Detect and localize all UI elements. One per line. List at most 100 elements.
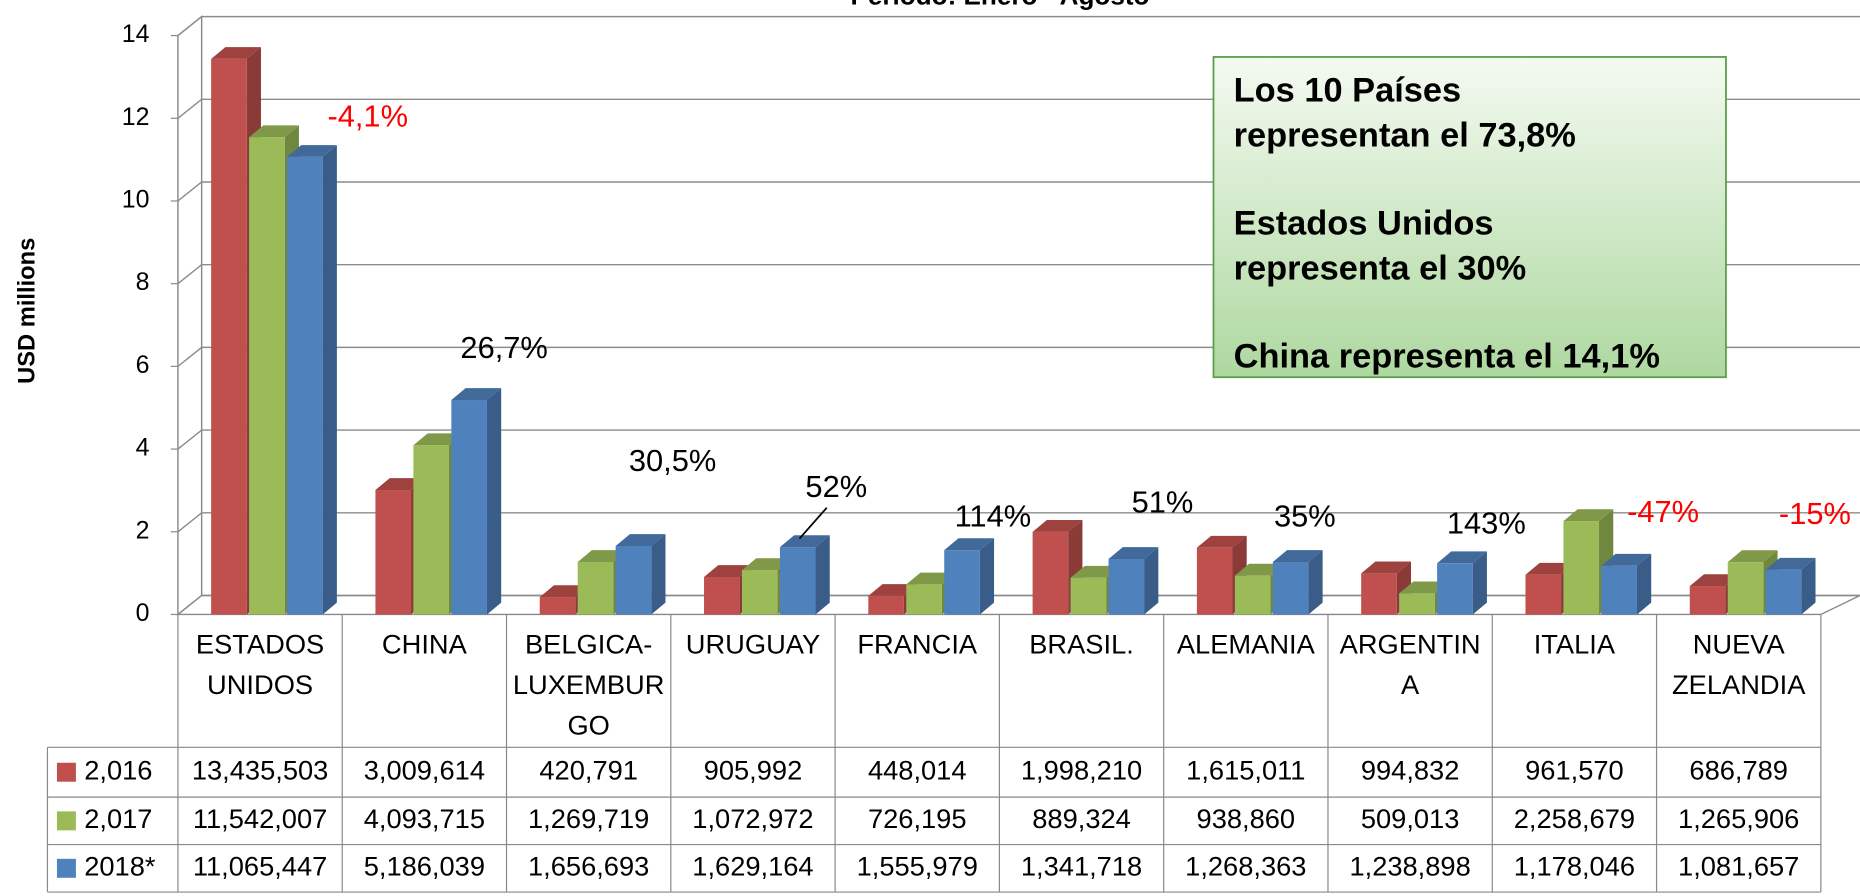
value-label: 1,629,164 bbox=[692, 851, 813, 882]
value-label: 2,258,679 bbox=[1514, 803, 1635, 834]
category-cell: CHINA bbox=[381, 628, 467, 660]
bar-top bbox=[577, 550, 628, 562]
bar-top bbox=[539, 585, 590, 598]
y-tick-label: 12 bbox=[122, 103, 150, 131]
bar-top bbox=[868, 584, 919, 596]
chart-title: Periodo: Enero - Agosto bbox=[851, 0, 1150, 11]
bar-top bbox=[1399, 581, 1449, 594]
value-label: 1,268,363 bbox=[1185, 851, 1306, 882]
value-label: 994,832 bbox=[1361, 754, 1460, 785]
note-text: representa el 30% bbox=[1234, 250, 1527, 288]
x-tick-label: ESTADOS UNIDOS bbox=[195, 628, 325, 700]
value-label: 420,791 bbox=[539, 754, 638, 785]
bar-top bbox=[1563, 509, 1614, 522]
bar bbox=[704, 577, 740, 615]
bar bbox=[741, 570, 778, 615]
bar bbox=[868, 595, 904, 615]
grid-line bbox=[177, 429, 1860, 450]
value-label: 1,998,210 bbox=[1021, 754, 1142, 785]
bar bbox=[615, 545, 652, 615]
leader-line bbox=[798, 507, 828, 540]
value-label: 1,341,718 bbox=[1021, 851, 1142, 882]
bar bbox=[1563, 521, 1600, 615]
bar bbox=[451, 400, 487, 615]
x-tick-label: BELGICA-LUXEMBURGO bbox=[512, 628, 665, 741]
value-label: 1,555,979 bbox=[857, 851, 978, 882]
bar-top bbox=[1525, 562, 1576, 575]
category-cell: NUEVA ZELANDIA bbox=[1672, 629, 1805, 700]
grid-line bbox=[177, 15, 1860, 37]
bar-top bbox=[451, 388, 502, 401]
bar-side bbox=[322, 145, 337, 615]
bar bbox=[1032, 531, 1069, 615]
y-tick-label: 8 bbox=[136, 268, 150, 296]
category-cell: ALEMANIA bbox=[1177, 629, 1315, 660]
value-label: 11,065,447 bbox=[193, 851, 327, 882]
bar bbox=[1108, 558, 1145, 615]
bar bbox=[1272, 562, 1309, 615]
bar-top bbox=[375, 478, 426, 491]
bar bbox=[539, 597, 576, 615]
bar-side bbox=[979, 538, 995, 615]
annotation: -4,1% bbox=[327, 99, 408, 134]
bar-top bbox=[287, 145, 337, 157]
value-label: 13,435,503 bbox=[192, 754, 328, 785]
bar bbox=[1727, 562, 1764, 615]
x-tick-label: CHINA bbox=[381, 628, 467, 660]
bar bbox=[211, 58, 247, 615]
value-label: 905,992 bbox=[704, 754, 803, 785]
bar bbox=[287, 156, 323, 615]
bar-side bbox=[651, 534, 666, 615]
value-label: 1,081,657 bbox=[1678, 851, 1799, 882]
bar bbox=[1070, 577, 1107, 615]
legend-label: 2,016 bbox=[84, 754, 152, 785]
category-cell: BELGICA-LUXEMBURGO bbox=[512, 628, 665, 741]
note-text: China representa el 14,1% bbox=[1234, 337, 1660, 375]
bar bbox=[577, 561, 614, 615]
value-label: 509,013 bbox=[1361, 803, 1460, 834]
bar bbox=[249, 137, 285, 615]
value-label: 1,656,693 bbox=[528, 851, 649, 882]
bar-side bbox=[1144, 547, 1159, 615]
legend-swatch bbox=[56, 762, 76, 782]
value-label: 961,570 bbox=[1525, 754, 1624, 785]
bar-top bbox=[1361, 561, 1412, 574]
bar bbox=[1525, 574, 1562, 615]
value-label: 1,238,898 bbox=[1349, 851, 1470, 882]
bar-top bbox=[615, 534, 666, 546]
bar-top bbox=[1727, 550, 1778, 563]
category-cell: ARGENTINA bbox=[1340, 629, 1481, 700]
annotation: -47% bbox=[1627, 494, 1699, 529]
value-label: 1,265,906 bbox=[1678, 803, 1799, 834]
y-tick-label: 14 bbox=[122, 20, 150, 48]
annotation: 52% bbox=[805, 469, 867, 504]
bar bbox=[413, 445, 449, 615]
bar-top bbox=[906, 572, 957, 585]
x-tick-label: URUGUAY bbox=[685, 628, 821, 660]
value-label: 1,072,972 bbox=[692, 803, 813, 834]
y-tick-label: 2 bbox=[136, 516, 150, 544]
annotation: 35% bbox=[1274, 499, 1336, 534]
legend-label: 2018* bbox=[84, 851, 156, 882]
y-tick-label: 0 bbox=[136, 599, 150, 627]
note-box bbox=[1212, 56, 1727, 379]
bar bbox=[1689, 586, 1726, 615]
annotation: 114% bbox=[955, 499, 1032, 534]
bar bbox=[779, 547, 816, 615]
y-tick-label: 4 bbox=[136, 434, 150, 462]
value-label: 1,178,046 bbox=[1514, 851, 1635, 882]
x-tick-label: ITALIA bbox=[1533, 628, 1616, 660]
bar-top bbox=[211, 47, 261, 59]
bar-top bbox=[1601, 553, 1652, 566]
bar-top bbox=[741, 558, 792, 571]
value-label: 1,615,011 bbox=[1186, 754, 1305, 785]
bar-side bbox=[815, 535, 830, 615]
bar-top bbox=[1689, 574, 1740, 587]
bar bbox=[944, 550, 980, 615]
bar-side bbox=[486, 388, 502, 615]
x-tick-label: FRANCIA bbox=[857, 628, 978, 660]
bar-top bbox=[413, 433, 464, 446]
x-tick-label: BRASIL. bbox=[1029, 628, 1134, 660]
category-cell: BRASIL. bbox=[1029, 628, 1134, 660]
